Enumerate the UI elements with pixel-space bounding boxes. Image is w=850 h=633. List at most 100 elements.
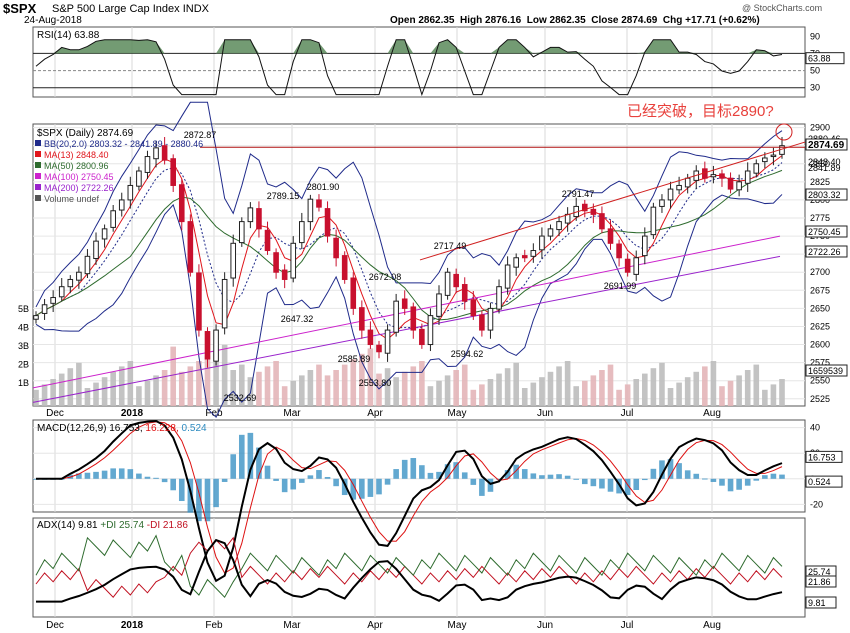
candle-up (684, 177, 691, 188)
macd-hist-bar (170, 478, 176, 491)
volume-bar (727, 380, 734, 406)
candle-down (719, 173, 725, 179)
rsi-overbought-fill (36, 39, 782, 54)
candle-down (161, 145, 168, 161)
volume-bar (290, 380, 297, 406)
price-tick-label: 2700 (810, 267, 830, 277)
candle-down (273, 252, 279, 273)
volume-tick-label: 4B (18, 323, 29, 333)
rsi-last-box (805, 52, 845, 65)
volume-bar (753, 364, 760, 406)
candle-down (333, 237, 339, 259)
candle-up (633, 257, 640, 275)
macd-hist-bar (599, 478, 605, 489)
volume-bar (84, 388, 91, 406)
macd-hist-bar (367, 478, 374, 497)
candle-down (727, 177, 734, 190)
macd-hist-bar (221, 478, 228, 482)
candle-up (642, 235, 648, 257)
macd-hist-bar (762, 475, 768, 479)
macd-hist-bar (573, 478, 580, 480)
macd-hist-bar (316, 470, 322, 479)
volume-bar (144, 380, 151, 406)
macd-hist-bar (581, 478, 588, 485)
right-value-box (805, 188, 848, 201)
candle-down (204, 331, 211, 360)
rsi-last-label: 63.88 (808, 54, 831, 64)
rsi-legend: RSI(14) 63.88 (37, 30, 100, 41)
ma13-line (35, 155, 783, 340)
macd-hist-bar (178, 478, 185, 502)
price-tick-label: 2850 (810, 159, 830, 169)
volume-bar (736, 375, 742, 406)
price-legend-entry: MA(13) 2848.40 (44, 150, 109, 160)
candle-up (127, 184, 134, 201)
volume-bar (702, 366, 708, 406)
volume-bar (564, 361, 571, 406)
candle-up (547, 228, 554, 237)
right-value-label: 2803.32 (808, 190, 841, 200)
macd-hist-bar (101, 470, 108, 479)
volume-bar (256, 371, 262, 406)
month-label-top: Jul (621, 408, 634, 419)
price-tick-label: 2775 (810, 213, 830, 223)
volume-bar (590, 375, 597, 406)
right-value-label: 1659539 (808, 366, 843, 376)
candle-down (324, 208, 331, 237)
ma100-line (32, 235, 781, 389)
macd-hist-bar (770, 473, 777, 479)
candle-up (393, 300, 399, 333)
candle-up (513, 257, 519, 268)
candle-up (753, 163, 760, 174)
candle-up (539, 235, 545, 251)
macd-hist-bar (650, 468, 657, 479)
macd-hist-bar (496, 478, 502, 480)
macd-hist-bar (633, 478, 640, 491)
candle-down (521, 255, 528, 259)
volume-bar (762, 389, 768, 406)
candle-up (101, 228, 108, 240)
macd-last-box (805, 475, 843, 488)
volume-bar (710, 361, 717, 406)
volume-bar (744, 370, 751, 406)
candle-up (230, 242, 237, 279)
volume-bar (273, 361, 279, 406)
right-value-label: 2848.40 (808, 157, 841, 167)
chart-date: 24-Aug-2018 (24, 15, 82, 26)
candle-down (256, 208, 262, 230)
volume-bar (444, 375, 451, 406)
macd-hist-bar (230, 454, 237, 479)
right-value-label: 2841.89 (808, 163, 841, 173)
adx-line (36, 538, 783, 603)
candle-down (264, 229, 271, 252)
macd-hist-bar (719, 478, 725, 486)
macd-hist-bar (702, 478, 708, 480)
candle-down (581, 203, 588, 212)
volume-bar (230, 370, 237, 406)
candle-up (290, 242, 297, 279)
annotation-text: 已经突破，目标2890? (627, 103, 774, 120)
month-label-top: Apr (367, 408, 383, 419)
price-panel-frame (32, 123, 806, 407)
candle-up (444, 271, 451, 296)
price-legend-entry: MA(50) 2800.96 (44, 161, 109, 171)
adx-last-box (805, 596, 837, 609)
adx-legend: ADX(14) 9.81 +DI 25.74 -DI 21.86 (37, 520, 188, 531)
candle-up (84, 255, 91, 275)
macd-hist-bar (607, 478, 614, 492)
macd-hist-bar (136, 473, 142, 479)
volume-bar (58, 373, 65, 406)
legend-swatch (35, 162, 41, 168)
macd-hist-bar (127, 469, 134, 479)
adx-last-label: 25.74 (808, 567, 831, 577)
price-point-label: 2872.87 (184, 130, 217, 140)
price-tick-label: 2550 (810, 376, 830, 386)
macd-hist-bar (273, 478, 279, 481)
candle-up (110, 210, 116, 228)
candle-down (187, 221, 194, 273)
price-tick-label: 2900 (810, 123, 830, 133)
volume-bar (684, 377, 691, 406)
volume-tick-label: 2B (18, 360, 29, 370)
legend-swatch (35, 195, 41, 201)
